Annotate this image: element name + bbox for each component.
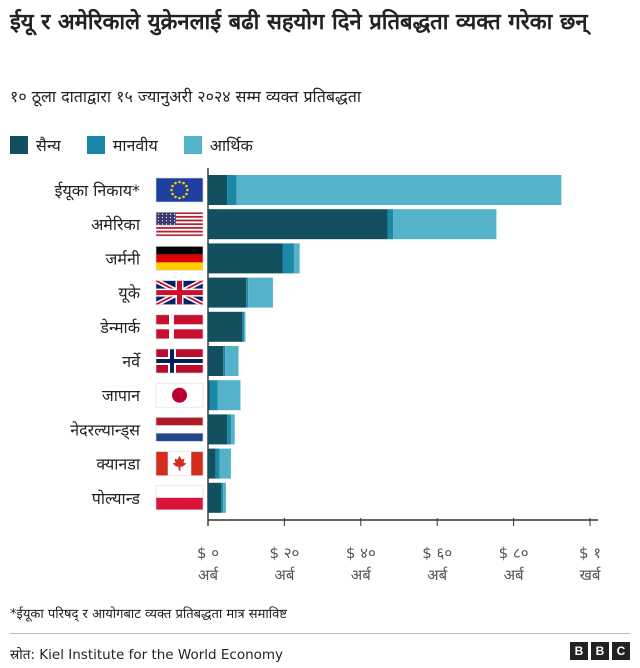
category-label-1: अमेरिका bbox=[91, 215, 141, 234]
category-label-2: जर्मनी bbox=[106, 249, 141, 268]
bar-financial-9 bbox=[223, 482, 226, 513]
bar-humanitarian-0 bbox=[227, 175, 237, 205]
bar-financial-0 bbox=[236, 175, 562, 205]
bbc-logo: B B C bbox=[567, 642, 630, 660]
category-label-6: जापान bbox=[102, 386, 141, 405]
flag-eu-icon bbox=[155, 177, 204, 203]
flag-no-icon bbox=[155, 348, 204, 374]
flag-pl-icon bbox=[155, 485, 204, 511]
legend-label-financial: आर्थिक bbox=[209, 136, 253, 155]
flag-nl-icon bbox=[155, 417, 204, 442]
footnote: *ईयूका परिषद् र आयोगबाट व्यक्त प्रतिबद्ध… bbox=[10, 607, 287, 622]
bar-financial-7 bbox=[230, 414, 235, 445]
legend-swatch-humanitarian bbox=[86, 136, 105, 154]
x-tick-label-0: $ ० bbox=[197, 544, 219, 562]
bar-humanitarian-3 bbox=[246, 277, 249, 308]
category-label-5: नर्वे bbox=[122, 352, 141, 371]
chart-title: ईयू र अमेरिकाले युक्रेनलाई बढी सहयोग दिन… bbox=[10, 10, 588, 35]
bar-military-8 bbox=[208, 448, 216, 479]
flag-us-icon bbox=[155, 211, 204, 237]
legend-label-military: सैन्य bbox=[36, 136, 61, 155]
flag-ca-icon bbox=[155, 451, 204, 476]
bar-financial-5 bbox=[225, 346, 239, 376]
x-tick-label-2: $ ४० bbox=[346, 544, 376, 562]
category-label-0: ईयूका निकाय* bbox=[55, 181, 140, 201]
bbc-logo-letter-c: C bbox=[612, 642, 630, 660]
legend-swatch-financial bbox=[183, 136, 202, 154]
category-label-4: डेन्मार्क bbox=[99, 318, 140, 337]
flag-dk-icon bbox=[155, 314, 204, 340]
bar-military-0 bbox=[208, 175, 228, 205]
x-tick-label-3: $ ६० bbox=[422, 544, 452, 562]
bar-financial-8 bbox=[219, 448, 231, 479]
bar-financial-6 bbox=[217, 380, 241, 411]
flag-gb-icon bbox=[154, 278, 205, 307]
category-label-7: नेदरल्यान्ड्स bbox=[70, 420, 141, 440]
bbc-logo-letter-b1: B bbox=[570, 642, 588, 660]
bar-humanitarian-4 bbox=[242, 311, 245, 342]
x-tick-unit-4: अर्ब bbox=[504, 566, 525, 584]
bar-humanitarian-1 bbox=[387, 209, 394, 240]
legend-swatch-military bbox=[10, 136, 28, 154]
bar-military-7 bbox=[208, 414, 228, 445]
footer-divider bbox=[10, 633, 630, 634]
legend: सैन्य मानवीय आर्थिक bbox=[10, 134, 279, 156]
x-tick-label-1: $ २० bbox=[269, 544, 299, 562]
x-tick-unit-5: खर्ब bbox=[580, 566, 602, 584]
bar-military-6 bbox=[208, 380, 210, 411]
bar-humanitarian-7 bbox=[227, 414, 231, 445]
bar-military-1 bbox=[208, 209, 388, 240]
bar-military-4 bbox=[208, 311, 243, 342]
flag-de-icon bbox=[155, 246, 204, 271]
bar-humanitarian-6 bbox=[209, 380, 218, 411]
legend-item-humanitarian: मानवीय bbox=[86, 134, 158, 156]
bar-humanitarian-9 bbox=[221, 482, 224, 513]
legend-label-humanitarian: मानवीय bbox=[112, 136, 158, 155]
flag-jp-icon bbox=[155, 382, 204, 408]
bar-financial-4 bbox=[244, 311, 246, 342]
bar-military-2 bbox=[208, 243, 283, 274]
bar-financial-1 bbox=[393, 209, 497, 240]
chart-subtitle: १० ठूला दाताद्वारा १५ ज्यानुअरी २०२४ सम्… bbox=[10, 87, 362, 106]
category-label-9: पोल्यान्ड bbox=[92, 489, 141, 508]
x-tick-unit-1: अर्ब bbox=[274, 566, 295, 584]
category-label-8: क्यानडा bbox=[96, 455, 140, 474]
x-tick-label-4: $ ८० bbox=[499, 544, 529, 562]
source-text: स्रोत: Kiel Institute for the World Econ… bbox=[10, 647, 284, 663]
stacked-bar-chart: $ ० अर्ब $ २० अर्ब $ ४० अर्ब $ ६० अर्ब $ ८० अर्ब $… bbox=[55, 168, 602, 584]
x-tick-unit-0: अर्ब bbox=[198, 566, 219, 584]
x-tick-label-5: $ १ bbox=[579, 544, 601, 562]
bar-humanitarian-2 bbox=[282, 243, 294, 274]
bar-financial-2 bbox=[293, 243, 300, 274]
legend-item-financial: आर्थिक bbox=[183, 134, 253, 156]
bar-military-9 bbox=[208, 482, 222, 513]
bar-military-3 bbox=[208, 277, 247, 308]
bar-financial-3 bbox=[248, 277, 273, 308]
x-tick-unit-2: अर्ब bbox=[351, 566, 372, 584]
x-tick-unit-3: अर्ब bbox=[427, 566, 448, 584]
bar-military-5 bbox=[208, 346, 224, 376]
legend-item-military: सैन्य bbox=[10, 134, 61, 156]
bar-humanitarian-5 bbox=[223, 346, 226, 376]
bar-humanitarian-8 bbox=[215, 448, 220, 479]
bbc-logo-letter-b2: B bbox=[591, 642, 609, 660]
category-label-3: यूके bbox=[118, 284, 140, 304]
